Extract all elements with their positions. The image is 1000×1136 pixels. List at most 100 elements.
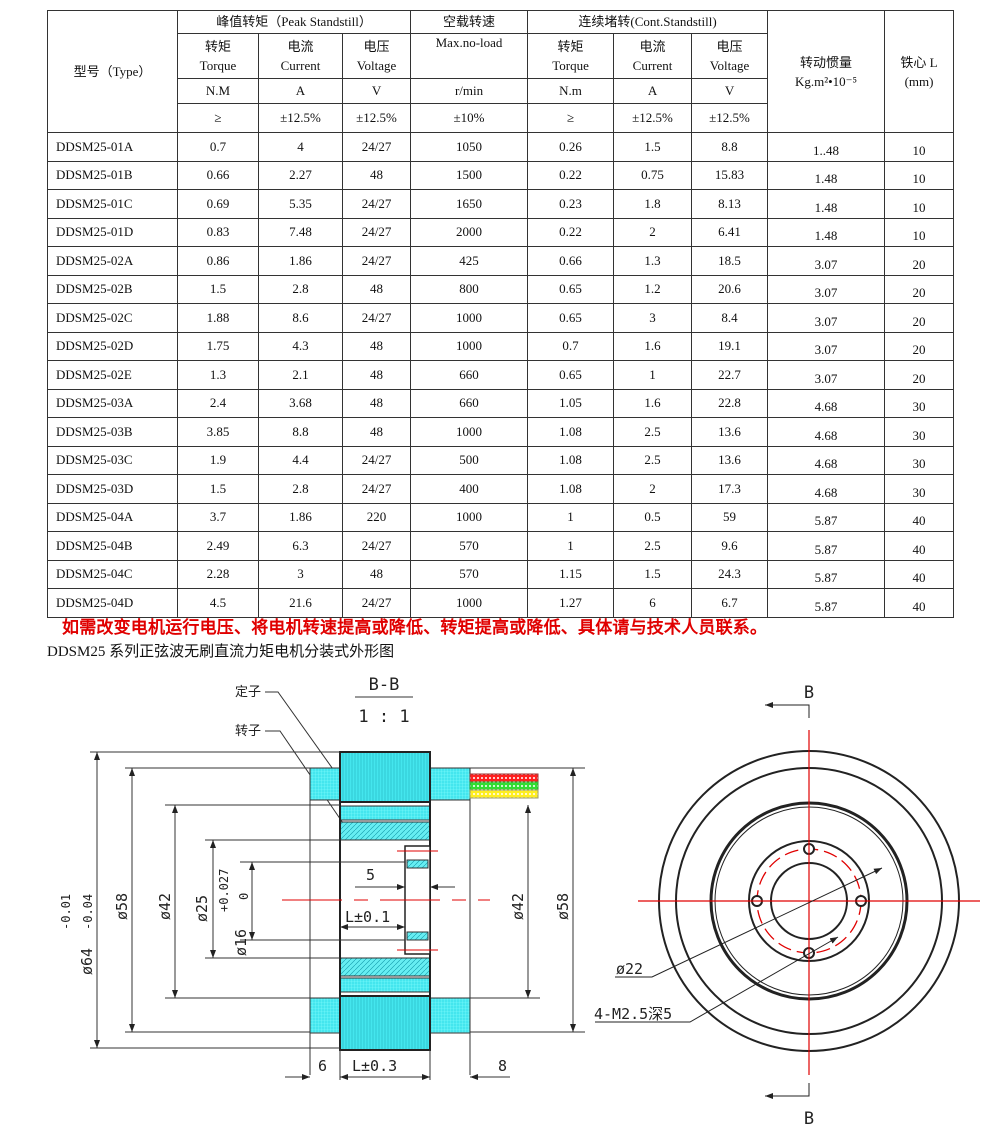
inertia-unit: Kg.m²•10⁻⁵	[794, 73, 858, 89]
value-cell: 1000	[410, 502, 529, 532]
value-cell: 0.75	[613, 160, 693, 190]
section-mark-b-bottom: B	[804, 1109, 814, 1129]
value-cell: 2.28	[177, 559, 259, 589]
value-cell: 18.5	[691, 246, 769, 276]
dim-five: 5	[366, 866, 375, 884]
value-cell: 2.8	[258, 474, 343, 504]
model-cell: DDSM25-03B	[47, 417, 178, 447]
value-cell: 5.35	[258, 189, 343, 219]
value-cell: 20	[884, 246, 955, 276]
value-cell: 48	[341, 388, 412, 418]
value-cell: 30	[884, 388, 955, 418]
noload-sub: Max.no-load	[410, 33, 529, 79]
scale-label: 1 : 1	[358, 707, 409, 727]
peak-current: 电流 Current	[258, 33, 343, 79]
model-cell: DDSM25-03D	[47, 474, 178, 504]
value-cell: 0.23	[527, 189, 615, 219]
peak-voltage: 电压 Voltage	[341, 33, 412, 79]
value-cell: 59	[691, 502, 769, 532]
table-row: DDSM25-03D 1.5 2.8 24/27 400 1.08 2 17.3 4.68 30	[47, 474, 955, 504]
dim-l03: L±0.3	[352, 1057, 397, 1075]
value-cell: 1.9	[177, 445, 259, 475]
rotor-label: 转子	[235, 724, 261, 739]
section-label: B-B	[369, 675, 400, 695]
red-note: 如需改变电机运行电压、将电机转速提高或降低、转矩提高或降低、具体请与技术人员联系…	[62, 618, 768, 638]
value-cell: 8.8	[691, 132, 769, 162]
value-cell: 6.41	[691, 217, 769, 247]
value-cell: 1.27	[527, 588, 615, 618]
value-cell: 4.3	[258, 331, 343, 361]
table-row: DDSM25-03C 1.9 4.4 24/27 500 1.08 2.5 13.6 4.68 3…	[47, 445, 955, 475]
value-cell: 0.22	[527, 217, 615, 247]
value-cell: 40	[884, 588, 955, 618]
value-cell: 13.6	[691, 417, 769, 447]
value-cell: 1.08	[527, 417, 615, 447]
dim-d16-tol-upper: +0.027	[217, 869, 231, 912]
dim-holes: 4-M2.5深5	[594, 1005, 672, 1023]
value-cell: 9.6	[691, 531, 769, 561]
value-cell: 1.08	[527, 445, 615, 475]
cont-torque: 转矩 Torque	[527, 33, 615, 79]
value-cell: 20	[884, 274, 955, 304]
value-cell: 1.75	[177, 331, 259, 361]
model-cell: DDSM25-02B	[47, 274, 178, 304]
value-cell: 30	[884, 417, 955, 447]
header-type: 型号（Type）	[47, 10, 178, 133]
table-row: DDSM25-04A 3.7 1.86 220 1000 1 0.5 59 5.87 40	[47, 502, 955, 532]
table-row: DDSM25-03B 3.85 8.8 48 1000 1.08 2.5 13.6 4.68 30	[47, 417, 955, 447]
value-cell: 0.22	[527, 160, 615, 190]
table-row: DDSM25-01C 0.69 5.35 24/27 1650 0.23 1.8 8.13 1.…	[47, 189, 955, 219]
table-row: DDSM25-02E 1.3 2.1 48 660 0.65 1 22.7 3.07 20	[47, 360, 955, 390]
value-cell: 10	[884, 189, 955, 219]
table-row: DDSM25-01D 0.83 7.48 24/27 2000 0.22 2 6.41 1.48…	[47, 217, 955, 247]
dim-d42: ø42	[156, 893, 174, 920]
dim-six: 6	[318, 1057, 327, 1075]
value-cell: 24/27	[341, 132, 412, 162]
value-cell: 48	[341, 559, 412, 589]
inertia-label: 转动惯量	[800, 54, 853, 70]
table-row: DDSM25-03A 2.4 3.68 48 660 1.05 1.6 22.8 4.68 30	[47, 388, 955, 418]
stator-label: 定子	[235, 685, 261, 700]
value-cell: 24/27	[341, 303, 412, 333]
spec-table: 型号（Type） 峰值转矩（Peak Standstill） 空载转速 连续堵转…	[47, 10, 955, 618]
value-cell: 8.13	[691, 189, 769, 219]
tolerance: ≥	[177, 103, 259, 133]
value-cell: 20	[884, 360, 955, 390]
value-cell: 1.05	[527, 388, 615, 418]
value-cell: 10	[884, 132, 955, 162]
tolerance: ±12.5%	[258, 103, 343, 133]
value-cell: 800	[410, 274, 529, 304]
model-cell: DDSM25-01D	[47, 217, 178, 247]
table-row: DDSM25-04D 4.5 21.6 24/27 1000 1.27 6 6.7 5.87 40	[47, 588, 955, 618]
core-label: 铁心 L	[900, 54, 938, 70]
model-cell: DDSM25-04D	[47, 588, 178, 618]
value-cell: 30	[884, 445, 955, 475]
value-cell: 2.5	[613, 445, 693, 475]
value-cell: 8.8	[258, 417, 343, 447]
value-cell: 1.3	[177, 360, 259, 390]
value-cell: 17.3	[691, 474, 769, 504]
value-cell: 48	[341, 331, 412, 361]
value-cell: 500	[410, 445, 529, 475]
tolerance: ≥	[527, 103, 615, 133]
value-cell: 6	[613, 588, 693, 618]
value-cell: 6.3	[258, 531, 343, 561]
model-cell: DDSM25-04A	[47, 502, 178, 532]
value-cell: 660	[410, 360, 529, 390]
tolerance: ±12.5%	[341, 103, 412, 133]
dim-d64-tol-lower: -0.04	[81, 894, 95, 930]
table-row: DDSM25-02A 0.86 1.86 24/27 425 0.66 1.3 18.5 3.0…	[47, 246, 955, 276]
dim-d64: ø64	[78, 948, 96, 975]
model-cell: DDSM25-03A	[47, 388, 178, 418]
core-unit: (mm)	[904, 73, 934, 89]
unit: V	[691, 78, 769, 104]
value-cell: 1000	[410, 417, 529, 447]
value-cell: 4.5	[177, 588, 259, 618]
dim-d42-right: ø42	[509, 893, 527, 920]
value-cell: 2.5	[613, 417, 693, 447]
header-core: 铁心 L (mm)	[884, 10, 955, 133]
model-cell: DDSM25-04C	[47, 559, 178, 589]
value-cell: 1.48	[767, 217, 886, 247]
value-cell: 4.68	[767, 417, 886, 447]
value-cell: 21.6	[258, 588, 343, 618]
